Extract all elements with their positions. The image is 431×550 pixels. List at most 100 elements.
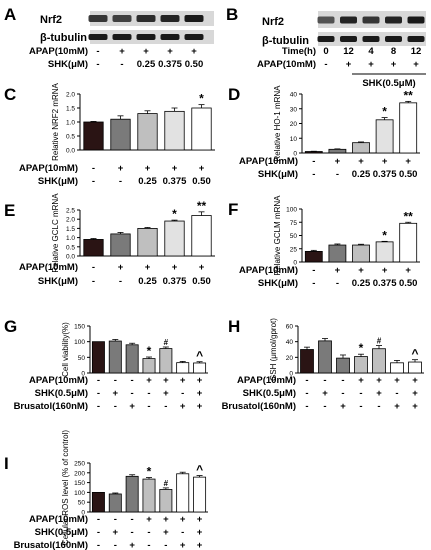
condition-cell-f: -: [312, 265, 315, 276]
y-tick-label-c: 1.5: [66, 106, 75, 113]
bar-d: [399, 102, 418, 154]
blot-a-nrf2-band: [136, 15, 156, 22]
condition-cell-h: -: [377, 401, 380, 412]
condition-cell-h: +: [412, 388, 418, 399]
y-tick-label-i: 250: [74, 461, 85, 468]
bar-e: [137, 227, 158, 257]
bar-g: [125, 344, 139, 374]
condition-cell-e: +: [199, 262, 205, 273]
panel-letter-e: E: [4, 201, 15, 220]
condition-cell-h: +: [394, 375, 400, 386]
y-tick-label-d: 10: [290, 136, 298, 143]
y-tick-label-e: 0.5: [66, 244, 75, 251]
y-tick-label-g: 150: [74, 324, 85, 331]
panel-letter-f: F: [228, 200, 238, 219]
condition-cell-h: -: [341, 375, 344, 386]
condition-cell-h: +: [412, 375, 418, 386]
condition-cell-g: +: [113, 388, 119, 399]
condition-cell-f: +: [405, 265, 411, 276]
condition-row-label-g: SHK(0.5μM): [35, 388, 88, 399]
condition-row-label-h: SHK(0.5μM): [243, 388, 296, 399]
bar-i: [108, 493, 122, 513]
condition-cell-i: +: [113, 527, 119, 538]
bar-f: [375, 241, 394, 263]
y-tick-label-e: 2.0: [66, 217, 75, 224]
significance-mark-g: ^: [196, 349, 203, 363]
condition-cell-c: -: [119, 176, 122, 187]
condition-cell-d: 0.375: [373, 169, 397, 180]
condition-cell-g: +: [163, 388, 169, 399]
significance-mark-f: **: [404, 209, 414, 223]
panel-letter-a: A: [4, 5, 16, 24]
y-axis-label-g: Cell viability(%): [61, 322, 70, 377]
blot-a-row-cell: -: [96, 59, 99, 70]
y-tick-label-f: 0: [293, 260, 297, 267]
blot-b-row-cell: 0: [323, 46, 328, 57]
blot-b-tubulin-band: [362, 36, 380, 42]
condition-cell-i: -: [181, 527, 184, 538]
condition-cell-i: +: [180, 540, 186, 550]
condition-cell-h: -: [305, 388, 308, 399]
condition-cell-c: 0.25: [138, 176, 157, 187]
blot-a-row-cell: -: [120, 59, 123, 70]
condition-cell-f: 0.375: [373, 278, 397, 289]
blot-b-row-label: Time(h): [282, 46, 316, 57]
condition-cell-h: +: [358, 375, 364, 386]
bar-h: [390, 362, 404, 374]
condition-cell-h: -: [305, 401, 308, 412]
significance-mark-h: ^: [411, 347, 418, 361]
bar-g: [176, 362, 190, 374]
condition-cell-f: +: [358, 265, 364, 276]
blot-b-row-cell: 12: [343, 46, 354, 57]
blot-b-tubulin-band: [407, 36, 425, 42]
condition-cell-e: -: [92, 262, 95, 273]
condition-cell-d: -: [312, 169, 315, 180]
bar-c: [137, 113, 158, 151]
blot-b-label-tubulin: β-tubulin: [262, 35, 309, 47]
condition-cell-f: 0.25: [352, 278, 371, 289]
bar-i: [176, 473, 190, 513]
condition-cell-f: -: [312, 278, 315, 289]
y-tick-label-i: 200: [74, 470, 85, 477]
y-tick-label-d: 40: [290, 92, 298, 99]
condition-cell-e: -: [119, 276, 122, 287]
y-tick-label-h: 40: [286, 339, 294, 346]
y-tick-label-d: 0: [293, 151, 297, 158]
condition-cell-g: +: [197, 375, 203, 386]
blot-a-row-cell: 0.375: [158, 59, 182, 70]
bar-d: [352, 142, 370, 154]
condition-cell-h: -: [323, 401, 326, 412]
y-tick-label-f: 25: [290, 246, 298, 253]
condition-cell-d: +: [382, 156, 388, 167]
condition-cell-h: +: [376, 375, 382, 386]
y-axis-label-e: Relative GCLC mRNA: [51, 193, 60, 273]
condition-cell-g: +: [180, 401, 186, 412]
bar-i: [159, 489, 173, 513]
panel-letter-h: H: [228, 317, 240, 336]
condition-cell-g: -: [97, 401, 100, 412]
significance-mark-h: #: [377, 337, 382, 346]
y-tick-label-i: 100: [74, 490, 85, 497]
blot-a-nrf2-band: [112, 15, 132, 22]
condition-cell-i: +: [197, 540, 203, 550]
blot-panel-a: A Nrf2 β-tubulin APAP(10mM) - + + + +SHK(μM) -…: [4, 5, 214, 70]
condition-cell-h: +: [322, 388, 328, 399]
condition-cell-h: -: [359, 401, 362, 412]
condition-cell-h: -: [305, 375, 308, 386]
blot-b-row-cell: 8: [391, 46, 396, 57]
condition-row-label-i: APAP(10mM): [29, 514, 88, 525]
condition-cell-g: -: [164, 401, 167, 412]
condition-cell-g: +: [197, 388, 203, 399]
y-tick-label-c: 1.0: [66, 120, 75, 127]
chart-panel-i: I 0 50 100 150 200 250 Cellular ROS level (% of…: [4, 430, 208, 550]
significance-mark-i: ^: [196, 463, 203, 477]
bar-c: [191, 107, 212, 151]
blot-a-tubulin-band: [184, 34, 204, 40]
y-tick-label-g: 50: [78, 355, 86, 362]
y-tick-label-c: 0.5: [66, 134, 75, 141]
condition-row-label-d: APAP(10mM): [239, 156, 298, 167]
condition-cell-i: -: [97, 527, 100, 538]
condition-cell-g: +: [197, 401, 203, 412]
